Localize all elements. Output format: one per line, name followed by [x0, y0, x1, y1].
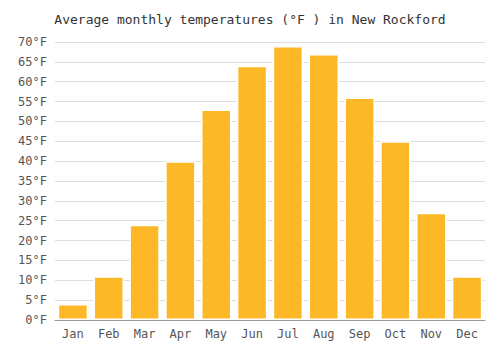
svg-text:Apr: Apr: [170, 327, 192, 341]
svg-text:Nov: Nov: [420, 327, 442, 341]
svg-text:55°F: 55°F: [18, 95, 47, 109]
svg-text:10°F: 10°F: [18, 273, 47, 287]
svg-text:30°F: 30°F: [18, 194, 47, 208]
svg-text:60°F: 60°F: [18, 75, 47, 89]
svg-text:50°F: 50°F: [18, 114, 47, 128]
svg-text:40°F: 40°F: [18, 154, 47, 168]
svg-text:0°F: 0°F: [25, 313, 47, 327]
svg-text:Aug: Aug: [313, 327, 335, 341]
svg-text:Mar: Mar: [134, 327, 156, 341]
svg-text:20°F: 20°F: [18, 234, 47, 248]
svg-text:Sep: Sep: [349, 327, 371, 341]
svg-text:70°F: 70°F: [18, 35, 47, 49]
svg-text:25°F: 25°F: [18, 214, 47, 228]
svg-text:Average monthly temperatures (: Average monthly temperatures (°F ) in Ne…: [54, 12, 445, 27]
svg-text:35°F: 35°F: [18, 174, 47, 188]
svg-text:Feb: Feb: [98, 327, 120, 341]
svg-text:65°F: 65°F: [18, 55, 47, 69]
svg-text:5°F: 5°F: [25, 293, 47, 307]
svg-text:Jun: Jun: [241, 327, 263, 341]
svg-text:Oct: Oct: [385, 327, 407, 341]
svg-text:May: May: [205, 327, 227, 341]
svg-text:Jul: Jul: [277, 327, 299, 341]
svg-text:Jan: Jan: [62, 327, 84, 341]
svg-text:45°F: 45°F: [18, 134, 47, 148]
svg-text:Dec: Dec: [456, 327, 478, 341]
svg-text:15°F: 15°F: [18, 253, 47, 267]
